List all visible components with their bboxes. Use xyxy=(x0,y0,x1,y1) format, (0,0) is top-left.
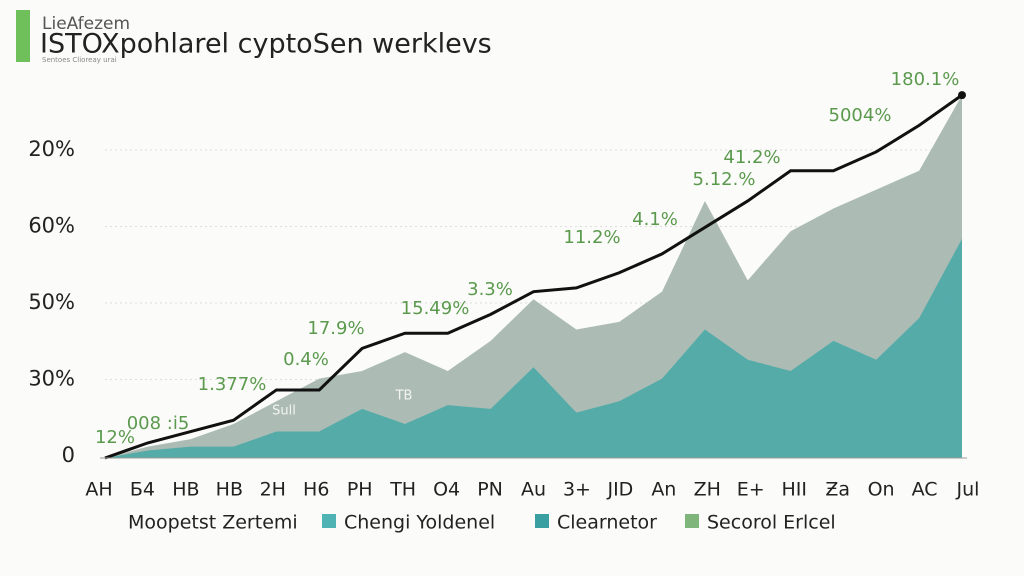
y-tick-label: 20% xyxy=(28,137,75,161)
x-tick-label: Ƶa xyxy=(825,479,850,501)
x-tick-label: HB xyxy=(216,479,243,501)
legend-swatch xyxy=(685,514,699,528)
line-end xyxy=(958,91,966,100)
x-tick-label: HII xyxy=(781,479,807,501)
area xyxy=(105,238,962,458)
x-tick-label: HB xyxy=(172,479,199,501)
y-tick-label: 30% xyxy=(28,367,75,391)
annotation: 12% xyxy=(95,427,135,448)
x-tick-label: 3+ xyxy=(563,479,591,501)
annotation: 4.1% xyxy=(632,209,678,230)
legend-swatch xyxy=(535,514,549,528)
annotation: 008 :i5 xyxy=(127,413,190,434)
x-tick-label: PH xyxy=(347,479,373,501)
kicker: LieAfezem xyxy=(42,14,130,34)
y-tick-label: 60% xyxy=(28,214,75,238)
chart-title: ISTOXpohlarel cyptoSen werklevs xyxy=(40,29,492,60)
annotation: 0.4% xyxy=(283,349,329,370)
annotation: 1.377% xyxy=(198,374,267,395)
subtitle: Sentoes Clioreay urai xyxy=(42,56,117,64)
x-tick-label: AC xyxy=(912,479,938,501)
legend-label: Moopetst Zertemi xyxy=(128,512,298,534)
x-tick-label: An xyxy=(651,479,676,501)
y-tick-label: 0 xyxy=(62,443,75,467)
annotation: 15.49% xyxy=(401,298,470,319)
annotation: 41.2% xyxy=(723,147,780,168)
annotation: Sull xyxy=(272,404,296,419)
annotation: 180.1% xyxy=(891,69,960,90)
line xyxy=(104,93,963,460)
x-tick-label: Au xyxy=(521,479,546,501)
x-tick-label: On xyxy=(868,479,895,501)
legend-swatch xyxy=(322,514,336,528)
legend-label: Chengi Yoldenel xyxy=(344,512,495,534)
title-accent xyxy=(16,10,30,62)
x-tick-label: H6 xyxy=(303,479,329,501)
x-tick-label: JID xyxy=(606,479,633,501)
annotation: 5.12.% xyxy=(693,169,756,190)
x-tick-label: ZH xyxy=(694,479,721,501)
x-tick-label: 2H xyxy=(260,479,286,501)
annotation: 3.3% xyxy=(467,279,513,300)
x-tick-label: E+ xyxy=(737,479,765,501)
x-tick-label: O4 xyxy=(433,479,460,501)
annotation: TB xyxy=(395,389,413,404)
annotation: 11.2% xyxy=(563,227,620,248)
legend-label: Secorol Erlcel xyxy=(707,512,836,534)
x-tick-label: Jul xyxy=(956,479,980,501)
x-tick-label: AH xyxy=(85,479,112,501)
annotation: 17.9% xyxy=(307,318,364,339)
y-tick-label: 50% xyxy=(28,290,75,314)
x-tick-label: Б4 xyxy=(130,479,155,501)
x-tick-label: TH xyxy=(389,479,416,501)
annotation: 5004% xyxy=(829,105,892,126)
legend-label: Clearnetor xyxy=(557,512,657,534)
x-tick-label: PN xyxy=(477,479,503,501)
